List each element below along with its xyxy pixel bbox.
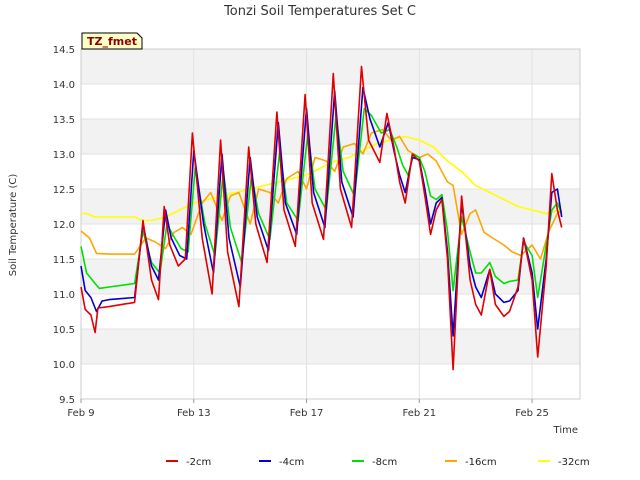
legend-label: -2cm bbox=[186, 457, 211, 468]
series-line-32cmcm bbox=[81, 135, 562, 222]
x-tick-label: Feb 21 bbox=[403, 408, 437, 419]
y-axis-ticks: 9.5 10.0 10.5 11.0 11.5 12.0 12.5 13.0 13.5 14.0 1… bbox=[53, 45, 75, 406]
legend-label: -8cm bbox=[372, 457, 397, 468]
plot-band bbox=[81, 259, 580, 294]
x-axis-ticks: Feb 9 Feb 13 Feb 17 Feb 21 Feb 25 bbox=[67, 399, 549, 419]
y-tick-label: 14.5 bbox=[53, 45, 75, 56]
x-tick-label: Feb 25 bbox=[515, 408, 549, 419]
y-tick-label: 13.5 bbox=[53, 115, 75, 126]
y-tick-label: 12.5 bbox=[53, 185, 75, 196]
y-tick-label: 11.0 bbox=[53, 290, 75, 301]
plot-band bbox=[81, 49, 580, 84]
y-axis-title: Soil Temperature (C) bbox=[8, 174, 19, 277]
x-tick-label: Feb 13 bbox=[177, 408, 211, 419]
x-tick-label: Feb 17 bbox=[290, 408, 324, 419]
chart-title: Tonzi Soil Temperatures Set C bbox=[223, 4, 416, 19]
site-label: TZ_fmet bbox=[87, 35, 137, 48]
y-tick-label: 11.5 bbox=[53, 255, 75, 266]
legend: -2cm -4cm -8cm -16cm -32cm bbox=[166, 457, 590, 468]
series-line-2cmcm bbox=[80, 65, 563, 371]
y-tick-label: 10.5 bbox=[53, 325, 75, 336]
legend-label: -4cm bbox=[279, 457, 304, 468]
y-tick-label: 9.5 bbox=[59, 395, 75, 406]
x-axis-title: Time bbox=[553, 425, 578, 436]
x-tick-label: Feb 9 bbox=[67, 408, 94, 419]
site-label-box bbox=[81, 32, 143, 50]
site-label-badge: TZ_fmet bbox=[81, 32, 143, 50]
plot-frame bbox=[80, 48, 581, 400]
y-tick-label: 14.0 bbox=[53, 80, 75, 91]
y-tick-label: 12.0 bbox=[53, 220, 75, 231]
y-tick-label: 13.0 bbox=[53, 150, 75, 161]
y-tick-label: 10.0 bbox=[53, 360, 75, 371]
plot-band bbox=[81, 329, 580, 364]
series-line-8cmcm bbox=[80, 107, 563, 299]
series-line-4cmcm bbox=[80, 86, 563, 337]
series-layer bbox=[80, 65, 563, 371]
legend-label: -32cm bbox=[558, 457, 590, 468]
legend-label: -16cm bbox=[465, 457, 497, 468]
